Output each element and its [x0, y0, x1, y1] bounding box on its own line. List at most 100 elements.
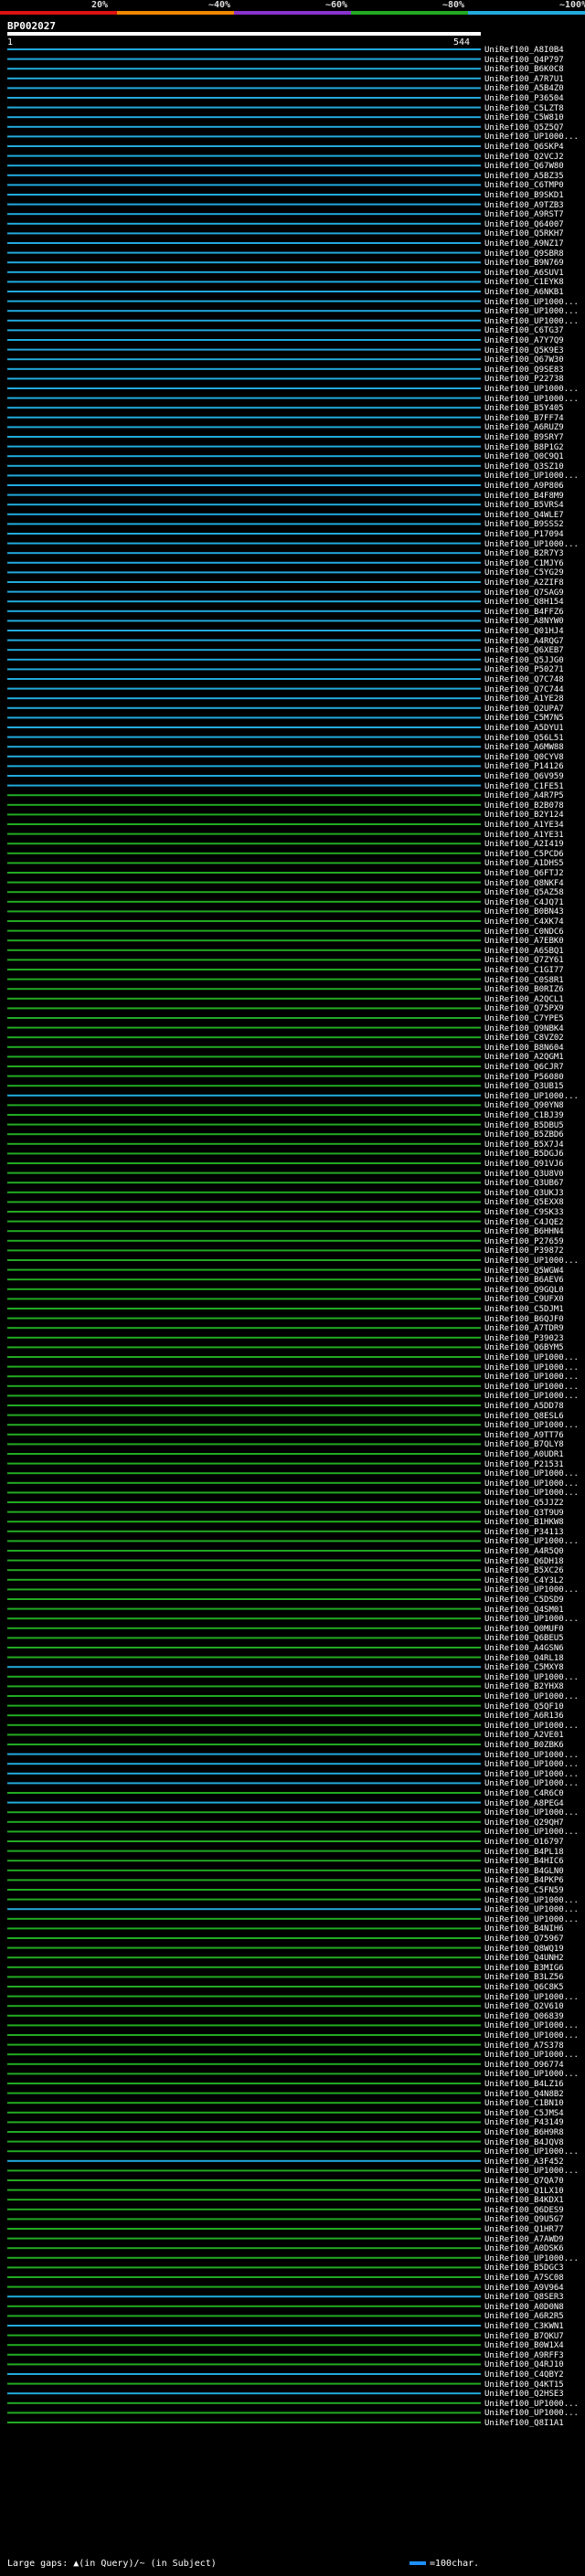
- hit-bar: [7, 1569, 481, 1572]
- hit-label: UniRef100_Q4P797: [484, 55, 564, 65]
- hit-bar: [7, 1782, 481, 1785]
- hit-bar: [7, 1123, 481, 1126]
- hit-bar: [7, 135, 481, 138]
- hit-label: UniRef100_B5ZBD6: [484, 1130, 564, 1140]
- hit-label: UniRef100_A2ZIF8: [484, 578, 564, 588]
- hit-bar: [7, 910, 481, 913]
- hit-bar: [7, 310, 481, 313]
- hit-bar: [7, 1733, 481, 1736]
- hit-label: UniRef100_C1GI77: [484, 966, 564, 975]
- hit-label: UniRef100_UP1000...: [484, 1585, 579, 1595]
- hit-label: UniRef100_C7YPE5: [484, 1014, 564, 1023]
- hit-label: UniRef100_A8PEG4: [484, 1798, 564, 1808]
- hit-bar: [7, 1104, 481, 1107]
- hit-bar: [7, 1298, 481, 1300]
- hit-bar: [7, 1230, 481, 1233]
- hit-bar: [7, 1637, 481, 1639]
- hit-label: UniRef100_Q5QF10: [484, 1701, 564, 1712]
- hit-bar: [7, 2092, 481, 2094]
- hit-bar: [7, 145, 481, 147]
- hit-bar: [7, 2228, 481, 2230]
- hit-label: UniRef100_C5FN59: [484, 1886, 564, 1895]
- hit-label: UniRef100_C4JQ71: [484, 897, 564, 907]
- hit-label: UniRef100_Q5JJZ2: [484, 1499, 564, 1508]
- hit-bar: [7, 978, 481, 981]
- hit-bar: [7, 1239, 481, 1242]
- hit-label: UniRef100_A1DHS5: [484, 859, 564, 869]
- hit-bar: [7, 891, 481, 894]
- hit-label: UniRef100_A3F452: [484, 2157, 564, 2167]
- hit-label: UniRef100_O16797: [484, 1838, 564, 1847]
- hit-label: UniRef100_A2QCL1: [484, 994, 564, 1004]
- hit-label: UniRef100_A1YE31: [484, 830, 564, 840]
- hit-bar: [7, 1607, 481, 1610]
- hit-bar: [7, 862, 481, 864]
- hit-bar: [7, 1830, 481, 1833]
- hit-label: UniRef100_P56080: [484, 1072, 564, 1082]
- hit-bar: [7, 125, 481, 128]
- hit-label: UniRef100_Q2HSE3: [484, 2390, 564, 2400]
- hit-bar: [7, 203, 481, 206]
- hit-label: UniRef100_UP1000...: [484, 316, 579, 326]
- hit-bar: [7, 1211, 481, 1213]
- hit-label: UniRef100_A6R136: [484, 1712, 564, 1722]
- hit-bar: [7, 2392, 481, 2395]
- hit-bar: [7, 474, 481, 477]
- hit-bar: [7, 2382, 481, 2385]
- hit-bar: [7, 620, 481, 622]
- hit-label: UniRef100_C1FE51: [484, 781, 564, 791]
- hit-label: UniRef100_UP1000...: [484, 1914, 579, 1924]
- hit-label: UniRef100_UP1000...: [484, 133, 579, 143]
- hit-label: UniRef100_A4RQG7: [484, 636, 564, 646]
- hit-bar: [7, 1133, 481, 1136]
- hit-bar: [7, 1811, 481, 1814]
- hit-bar: [7, 736, 481, 738]
- hit-bar: [7, 513, 481, 515]
- hit-bar: [7, 445, 481, 448]
- hit-bar: [7, 1995, 481, 1998]
- hit-bar: [7, 1152, 481, 1155]
- hit-label: UniRef100_Q6C8K5: [484, 1983, 564, 1992]
- hit-bar: [7, 1956, 481, 1959]
- hit-bar: [7, 784, 481, 787]
- hit-label: UniRef100_A7TDR9: [484, 1324, 564, 1334]
- hit-label: UniRef100_UP1000...: [484, 394, 579, 404]
- hit-bar: [7, 571, 481, 574]
- hit-bar: [7, 1356, 481, 1358]
- hit-bar: [7, 2401, 481, 2404]
- hit-bar: [7, 639, 481, 641]
- hit-label: UniRef100_A6SUV1: [484, 268, 564, 278]
- hit-label: UniRef100_B4F8M9: [484, 491, 564, 501]
- hit-label: UniRef100_Q5EXX8: [484, 1198, 564, 1208]
- hit-bar: [7, 2083, 481, 2084]
- hit-bar: [7, 48, 481, 50]
- hit-bar: [7, 68, 481, 70]
- hit-bar: [7, 1869, 481, 1871]
- hit-bar: [7, 1792, 481, 1794]
- hit-label: UniRef100_C5JMS4: [484, 2108, 564, 2118]
- hit-bar: [7, 1656, 481, 1659]
- hit-label: UniRef100_Q67W30: [484, 355, 564, 366]
- hit-bar: [7, 959, 481, 961]
- hit-label: UniRef100_C4XK74: [484, 917, 564, 927]
- hit-label: UniRef100_Q06839: [484, 2011, 564, 2021]
- hit-bar: [7, 1220, 481, 1223]
- hit-label: UniRef100_Q3SZ10: [484, 461, 564, 472]
- hit-label: UniRef100_B6AEV6: [484, 1276, 564, 1286]
- hit-bar: [7, 1723, 481, 1726]
- hit-bar: [7, 58, 481, 60]
- hit-label: UniRef100_Q90YN8: [484, 1101, 564, 1111]
- hit-label: UniRef100_B0W1X4: [484, 2341, 564, 2351]
- hit-bar: [7, 765, 481, 768]
- hit-label: UniRef100_C4Y3L2: [484, 1575, 564, 1585]
- hit-label: UniRef100_A0DSK6: [484, 2244, 564, 2254]
- hit-label: UniRef100_A1YE34: [484, 821, 564, 830]
- hit-bar: [7, 1375, 481, 1378]
- hit-bar: [7, 1675, 481, 1678]
- hit-bar: [7, 1327, 481, 1330]
- hit-bar: [7, 697, 481, 700]
- hit-label: UniRef100_Q7SAG9: [484, 588, 564, 598]
- hit-bar: [7, 716, 481, 719]
- hit-label: UniRef100_UP1000...: [484, 1692, 579, 1701]
- hit-label: UniRef100_C4QBY2: [484, 2370, 564, 2380]
